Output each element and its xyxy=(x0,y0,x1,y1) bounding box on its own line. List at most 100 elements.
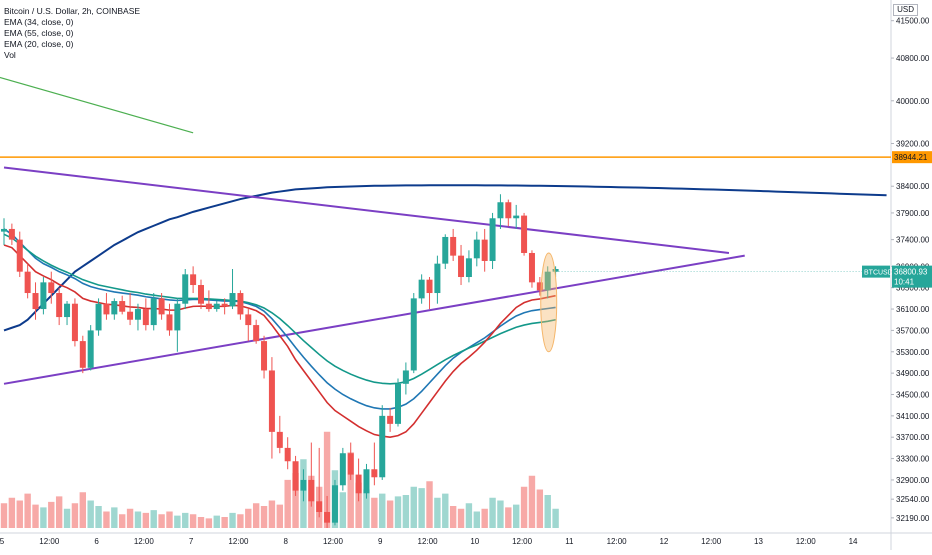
candle[interactable] xyxy=(1,228,7,232)
volume-bar[interactable] xyxy=(410,486,417,528)
candle[interactable] xyxy=(56,293,63,318)
currency-badge[interactable]: USD xyxy=(893,4,918,16)
volume-bar[interactable] xyxy=(379,493,386,528)
volume-bar[interactable] xyxy=(363,489,370,529)
volume-bar[interactable] xyxy=(355,482,362,528)
candle[interactable] xyxy=(316,501,323,512)
lower-trend-line[interactable] xyxy=(3,254,745,385)
candle[interactable] xyxy=(292,461,299,491)
volume-bar[interactable] xyxy=(402,495,410,528)
volume-bar[interactable] xyxy=(221,517,228,528)
candle[interactable] xyxy=(205,303,212,310)
volume-bar[interactable] xyxy=(119,514,126,528)
volume-bar[interactable] xyxy=(150,510,157,528)
candle[interactable] xyxy=(253,325,260,342)
volume-bar[interactable] xyxy=(48,501,55,528)
candle[interactable] xyxy=(261,341,268,371)
candle[interactable] xyxy=(331,485,338,523)
volume-bar[interactable] xyxy=(520,486,528,528)
last-price-tag[interactable] xyxy=(892,265,932,288)
dark-blue-curve[interactable] xyxy=(3,184,887,332)
candle[interactable] xyxy=(355,474,362,494)
volume-bar[interactable] xyxy=(513,504,520,528)
volume-bar[interactable] xyxy=(276,504,283,528)
volume-bar[interactable] xyxy=(528,475,536,528)
volume-bar[interactable] xyxy=(24,493,31,528)
volume-bar[interactable] xyxy=(126,508,134,528)
volume-bar[interactable] xyxy=(394,496,402,528)
volume-bar[interactable] xyxy=(16,500,23,529)
volume-bar[interactable] xyxy=(418,488,425,528)
volume-bar[interactable] xyxy=(213,515,220,528)
candle[interactable] xyxy=(166,314,173,331)
volume-bar[interactable] xyxy=(465,503,473,528)
volume-bar[interactable] xyxy=(134,511,142,529)
candle[interactable] xyxy=(32,293,39,310)
volume-bar[interactable] xyxy=(426,481,433,528)
candle[interactable] xyxy=(528,252,535,283)
volume-bar[interactable] xyxy=(268,500,276,529)
candle[interactable] xyxy=(465,258,472,278)
candle[interactable] xyxy=(40,282,47,310)
candle[interactable] xyxy=(213,303,220,310)
volume-bar[interactable] xyxy=(142,512,150,528)
highlight-ellipse[interactable] xyxy=(540,252,558,353)
volume-bar[interactable] xyxy=(442,493,449,528)
candle[interactable] xyxy=(442,236,449,264)
volume-bar[interactable] xyxy=(174,515,181,528)
volume-bar[interactable] xyxy=(434,497,441,528)
candle[interactable] xyxy=(71,303,78,342)
candle[interactable] xyxy=(87,330,94,368)
candle[interactable] xyxy=(402,370,409,384)
volume-bar[interactable] xyxy=(8,497,16,528)
volume-bar[interactable] xyxy=(489,497,496,528)
upper-trend-line[interactable] xyxy=(3,166,730,254)
candle[interactable] xyxy=(190,274,197,286)
candle[interactable] xyxy=(426,279,433,294)
volume-bar[interactable] xyxy=(552,508,559,528)
volume-bar[interactable] xyxy=(347,452,354,528)
volume-bar[interactable] xyxy=(197,517,205,528)
candle[interactable] xyxy=(182,274,189,304)
candle[interactable] xyxy=(150,298,157,326)
candle[interactable] xyxy=(395,383,401,424)
volume-bar[interactable] xyxy=(386,500,394,529)
candle[interactable] xyxy=(347,453,354,475)
volume-bar[interactable] xyxy=(252,503,260,528)
volume-bar[interactable] xyxy=(158,514,165,528)
volume-bar[interactable] xyxy=(71,503,79,528)
candle[interactable] xyxy=(198,285,204,304)
candle[interactable] xyxy=(434,263,441,294)
volume-bar[interactable] xyxy=(229,512,236,528)
candle[interactable] xyxy=(371,469,378,478)
legend-ema20[interactable]: EMA (20, close, 0) xyxy=(4,39,74,49)
green-trend-line[interactable] xyxy=(0,74,194,134)
candle[interactable] xyxy=(237,293,244,315)
volume-bar[interactable] xyxy=(189,514,197,528)
candle[interactable] xyxy=(497,202,504,219)
candle[interactable] xyxy=(387,415,394,424)
candle[interactable] xyxy=(174,303,181,331)
candle[interactable] xyxy=(308,479,315,502)
candle[interactable] xyxy=(103,303,110,315)
candle[interactable] xyxy=(142,309,149,326)
candle[interactable] xyxy=(221,303,228,307)
candle[interactable] xyxy=(324,511,331,523)
volume-bar[interactable] xyxy=(260,506,268,528)
candle[interactable] xyxy=(552,269,559,272)
candle[interactable] xyxy=(379,415,386,478)
candle[interactable] xyxy=(473,239,480,259)
candle[interactable] xyxy=(418,279,425,299)
candle[interactable] xyxy=(95,303,102,331)
legend-title[interactable]: Bitcoin / U.S. Dollar, 2h, COINBASE xyxy=(4,6,141,16)
candle[interactable] xyxy=(134,309,141,320)
candle[interactable] xyxy=(48,282,55,294)
candle[interactable] xyxy=(489,218,496,261)
volume-bar[interactable] xyxy=(323,431,331,528)
candle[interactable] xyxy=(300,479,307,491)
candle[interactable] xyxy=(536,282,543,291)
volume-bar[interactable] xyxy=(292,473,299,528)
volume-bar[interactable] xyxy=(544,495,551,528)
